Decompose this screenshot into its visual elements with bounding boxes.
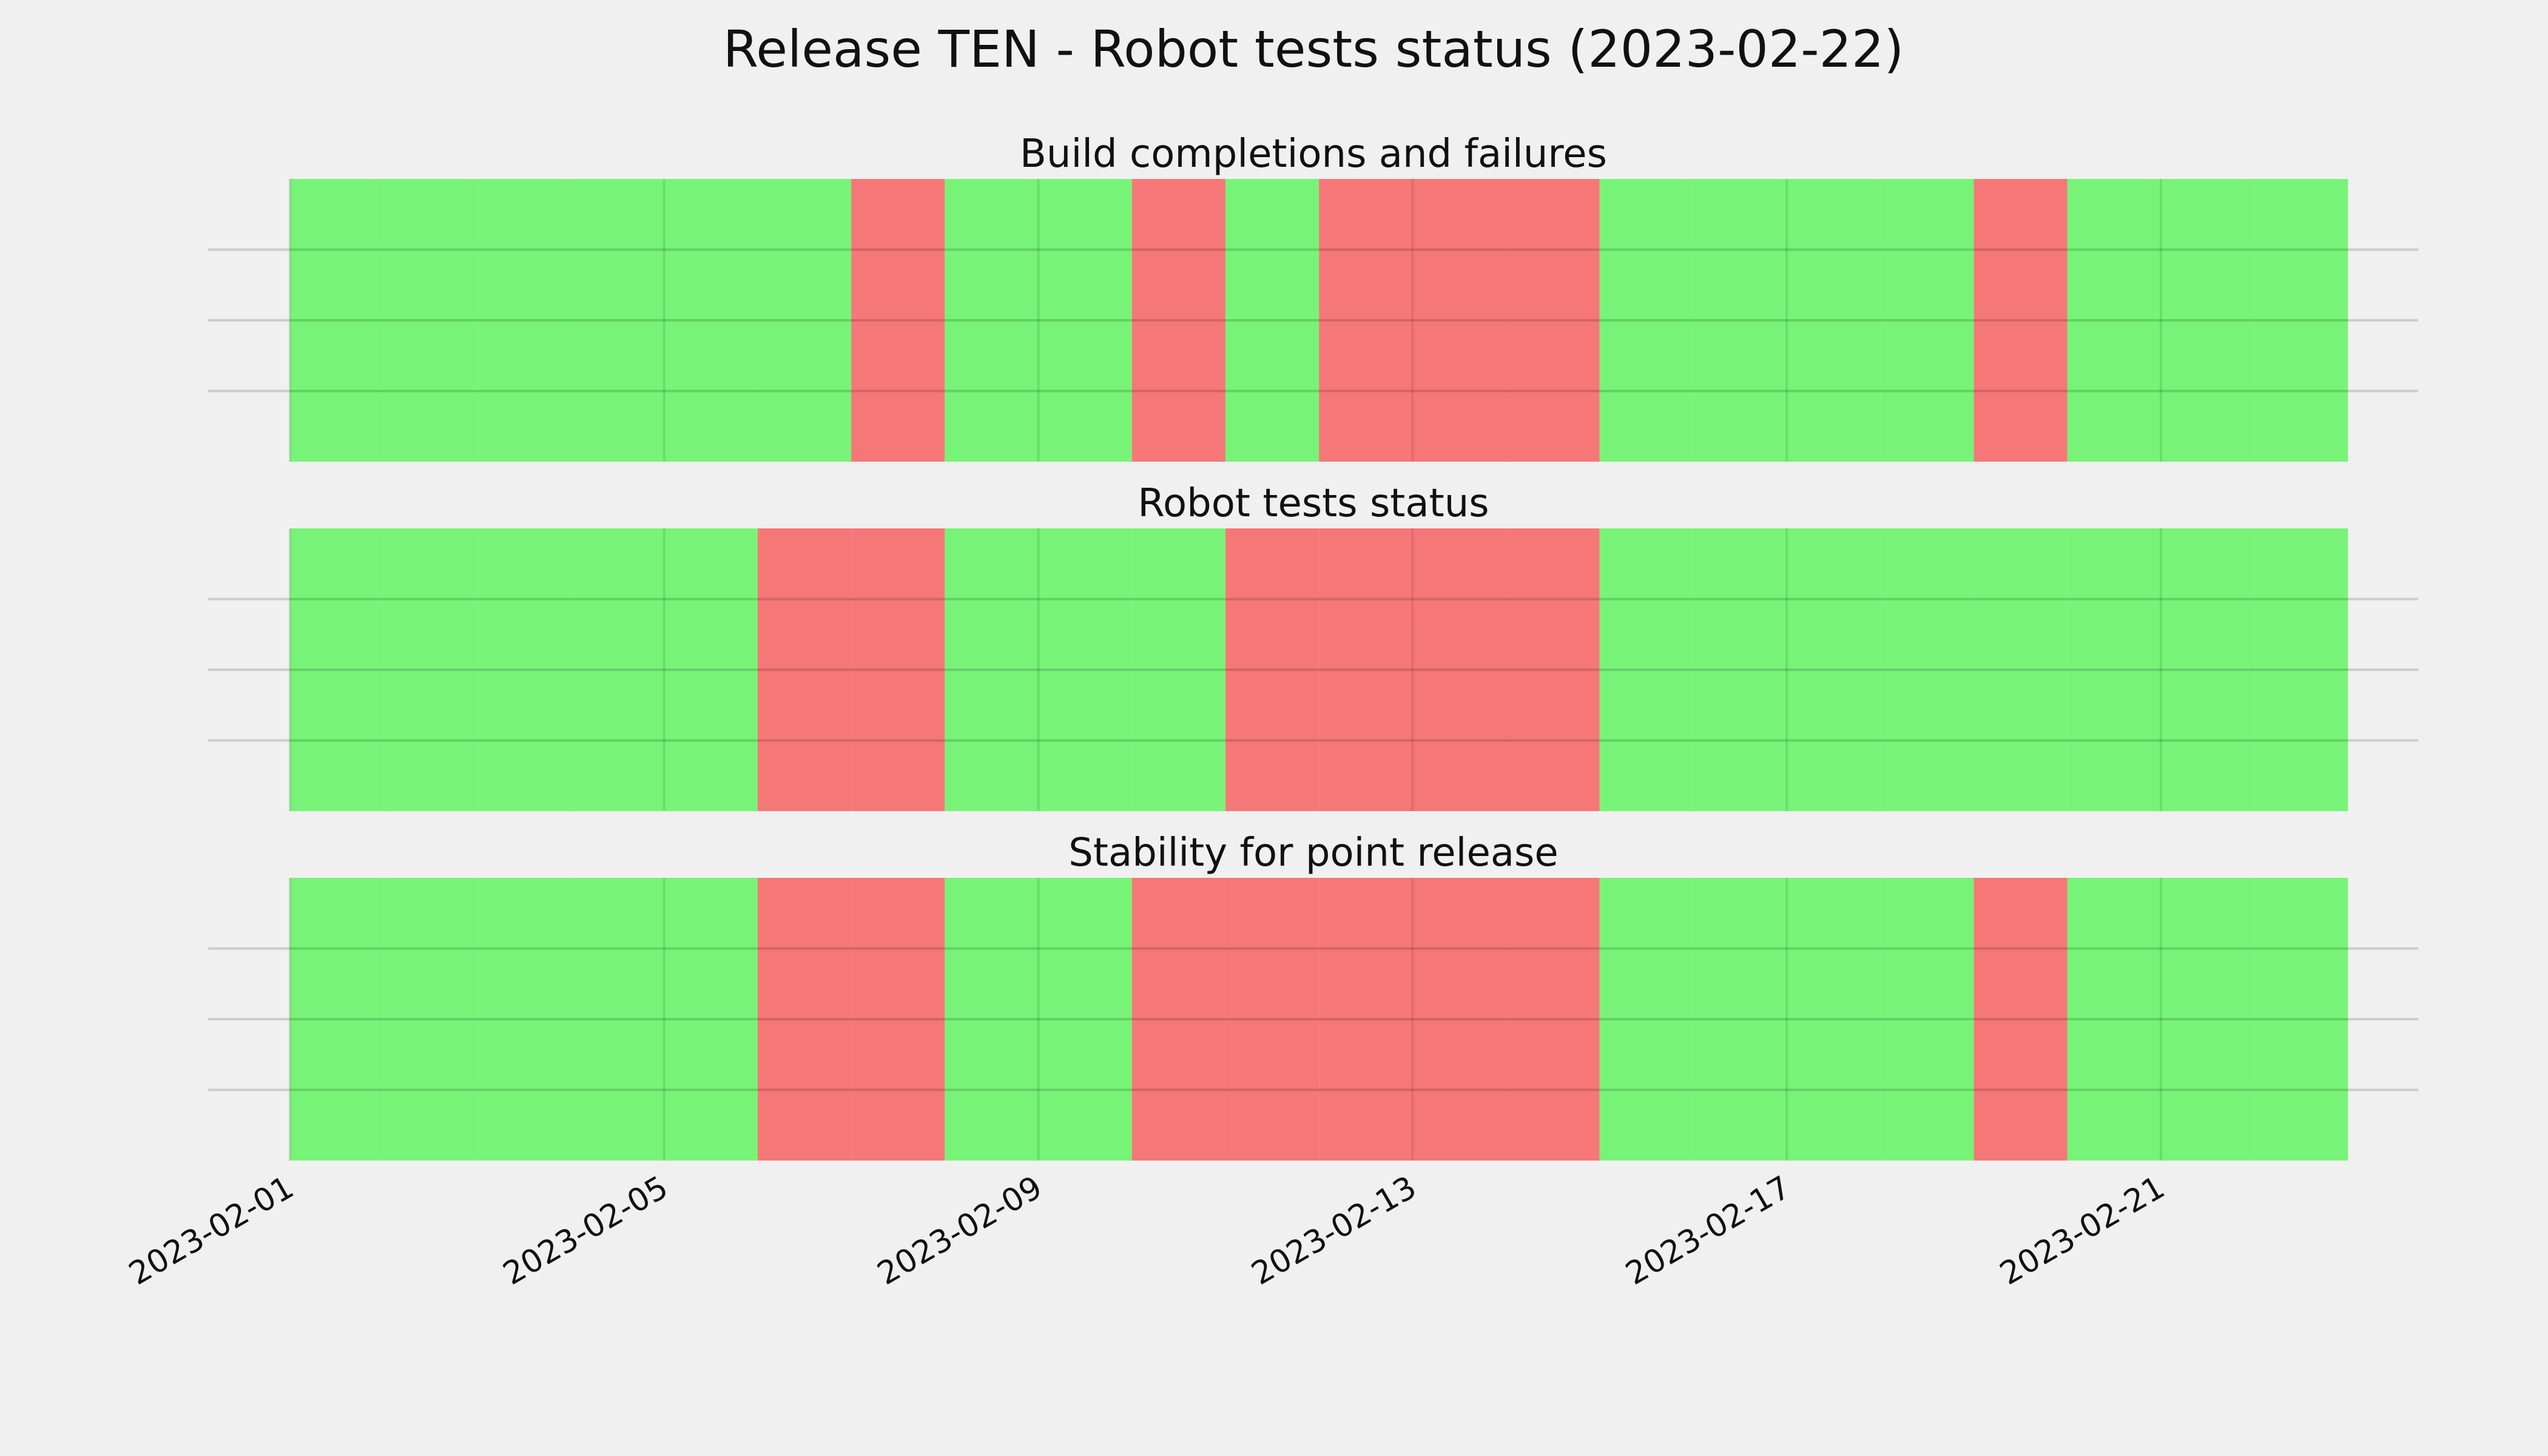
status-bar bbox=[1225, 878, 1320, 1161]
status-bar bbox=[2254, 878, 2348, 1161]
status-bar bbox=[757, 179, 852, 462]
status-bar bbox=[1319, 878, 1413, 1161]
status-bar bbox=[1693, 179, 1787, 462]
panel-title: Build completions and failures bbox=[1020, 132, 1607, 177]
status-bar bbox=[289, 528, 384, 811]
status-bar bbox=[383, 179, 477, 462]
status-bar bbox=[1693, 878, 1787, 1161]
status-bar bbox=[2067, 878, 2161, 1161]
status-bar bbox=[1506, 528, 1600, 811]
status-bar bbox=[1880, 878, 1974, 1161]
panel-title: Robot tests status bbox=[1138, 481, 1489, 526]
status-bar bbox=[1787, 878, 1881, 1161]
status-bar bbox=[757, 528, 852, 811]
status-bar bbox=[1225, 179, 1320, 462]
status-bar bbox=[945, 179, 1039, 462]
status-bar bbox=[664, 179, 758, 462]
status-bar bbox=[477, 878, 571, 1161]
status-bar bbox=[851, 878, 945, 1161]
status-bar bbox=[1973, 528, 2068, 811]
status-bar bbox=[2254, 528, 2348, 811]
status-bar bbox=[477, 528, 571, 811]
status-bar bbox=[1038, 878, 1132, 1161]
status-bar bbox=[2160, 528, 2255, 811]
status-bar bbox=[945, 528, 1039, 811]
status-bar bbox=[851, 528, 945, 811]
status-bar bbox=[1693, 528, 1787, 811]
status-bar bbox=[1973, 878, 2068, 1161]
status-bar bbox=[1880, 179, 1974, 462]
chart-title: Release TEN - Robot tests status (2023-0… bbox=[723, 19, 1904, 79]
status-bar bbox=[2067, 179, 2161, 462]
status-bar bbox=[477, 179, 571, 462]
status-bar bbox=[1506, 878, 1600, 1161]
status-bar bbox=[1038, 528, 1132, 811]
status-bar bbox=[1038, 179, 1132, 462]
status-bar bbox=[1599, 179, 1693, 462]
status-bar bbox=[2067, 528, 2161, 811]
status-bar bbox=[2160, 878, 2255, 1161]
status-bar bbox=[1880, 528, 1974, 811]
status-bar bbox=[1599, 528, 1693, 811]
status-bar bbox=[757, 878, 852, 1161]
status-bar bbox=[1506, 179, 1600, 462]
status-bar bbox=[664, 528, 758, 811]
status-bar bbox=[1412, 528, 1506, 811]
status-bar bbox=[1412, 179, 1506, 462]
status-bar bbox=[1787, 179, 1881, 462]
status-bar bbox=[570, 878, 664, 1161]
status-bar bbox=[1131, 179, 1225, 462]
status-bar bbox=[570, 528, 664, 811]
status-bar bbox=[1412, 878, 1506, 1161]
status-bar bbox=[289, 878, 384, 1161]
status-bar bbox=[851, 179, 945, 462]
panel-title: Stability for point release bbox=[1068, 831, 1559, 875]
status-bar bbox=[664, 878, 758, 1161]
status-bar bbox=[289, 179, 384, 462]
status-bar bbox=[1787, 528, 1881, 811]
status-bar bbox=[945, 878, 1039, 1161]
status-bar bbox=[1973, 179, 2068, 462]
status-bar bbox=[1599, 878, 1693, 1161]
status-bar bbox=[1319, 528, 1413, 811]
status-bar bbox=[383, 528, 477, 811]
status-bar bbox=[1131, 528, 1225, 811]
status-bar bbox=[570, 179, 664, 462]
status-bar bbox=[2254, 179, 2348, 462]
status-bar bbox=[383, 878, 477, 1161]
status-bar bbox=[1225, 528, 1320, 811]
status-bar bbox=[1131, 878, 1225, 1161]
status-bar bbox=[1319, 179, 1413, 462]
status-bar bbox=[2160, 179, 2255, 462]
